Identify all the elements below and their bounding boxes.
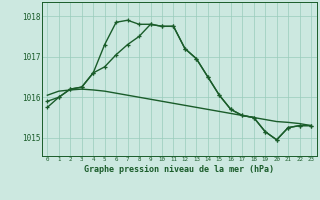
X-axis label: Graphe pression niveau de la mer (hPa): Graphe pression niveau de la mer (hPa) [84,165,274,174]
